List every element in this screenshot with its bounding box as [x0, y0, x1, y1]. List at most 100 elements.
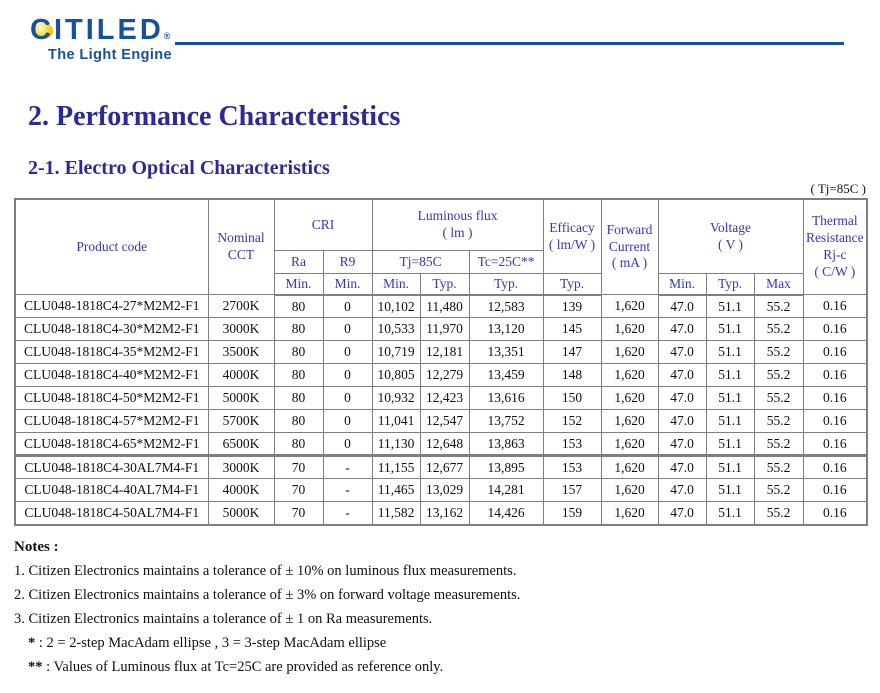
product-code-cell: CLU048-1818C4-30AL7M4-F1 — [14, 454, 209, 480]
star-marker: * — [28, 634, 36, 651]
col-header-nominal-cct: Nominal CCT — [207, 198, 275, 296]
value-cell: 51.1 — [705, 363, 755, 388]
col-header-tj85: Tj=85C — [371, 250, 470, 275]
value-cell: 13,162 — [419, 501, 470, 526]
value-cell: 55.2 — [753, 409, 804, 434]
value-cell: 0.16 — [802, 317, 868, 342]
value-cell: 0.16 — [802, 386, 868, 411]
value-cell: 11,582 — [371, 501, 421, 526]
value-cell: 5000K — [207, 386, 275, 411]
value-cell: 51.1 — [705, 501, 755, 526]
table-row: CLU048-1818C4-35*M2M2-F1 3500K 80 0 10,719 12… — [14, 340, 868, 365]
value-cell: 12,423 — [419, 386, 470, 411]
masthead: CITILED® The Light Engine — [0, 0, 880, 72]
value-cell: 1,620 — [600, 340, 659, 365]
value-cell: 51.1 — [705, 432, 755, 457]
product-code-cell: CLU048-1818C4-65*M2M2-F1 — [14, 432, 209, 457]
value-cell: 0.16 — [802, 363, 868, 388]
value-cell: 1,620 — [600, 478, 659, 503]
value-cell: 80 — [273, 432, 324, 457]
product-code-cell: CLU048-1818C4-35*M2M2-F1 — [14, 340, 209, 365]
subheader-flux-min: Min. — [371, 273, 421, 296]
col-header-forward-current: Forward Current ( mA ) — [600, 198, 659, 296]
value-cell: 80 — [273, 363, 324, 388]
product-code-cell: CLU048-1818C4-40*M2M2-F1 — [14, 363, 209, 388]
value-cell: 70 — [273, 454, 324, 480]
value-cell: 152 — [542, 409, 602, 434]
value-cell: 0.16 — [802, 340, 868, 365]
value-cell: 70 — [273, 478, 324, 503]
value-cell: 51.1 — [705, 454, 755, 480]
value-cell: 80 — [273, 294, 324, 319]
value-cell: 11,480 — [419, 294, 470, 319]
value-cell: 0.16 — [802, 432, 868, 457]
subheader-ra-min: Min. — [273, 273, 324, 296]
value-cell: 1,620 — [600, 294, 659, 319]
value-cell: 51.1 — [705, 478, 755, 503]
value-cell: 0 — [322, 294, 373, 319]
col-header-efficacy: Efficacy ( lm/W ) — [542, 198, 602, 275]
value-cell: 51.1 — [705, 386, 755, 411]
value-cell: 157 — [542, 478, 602, 503]
value-cell: 3000K — [207, 454, 275, 480]
note-3: 3. Citizen Electronics maintains a toler… — [14, 610, 433, 627]
value-cell: 12,547 — [419, 409, 470, 434]
value-cell: 3000K — [207, 317, 275, 342]
value-cell: 3500K — [207, 340, 275, 365]
value-cell: 47.0 — [657, 386, 707, 411]
value-cell: 13,120 — [468, 317, 544, 342]
value-cell: 5700K — [207, 409, 275, 434]
value-cell: 6500K — [207, 432, 275, 457]
value-cell: 13,351 — [468, 340, 544, 365]
table-row: CLU048-1818C4-27*M2M2-F1 2700K 80 0 10,102 11… — [14, 294, 868, 319]
value-cell: 47.0 — [657, 454, 707, 480]
col-header-luminous-flux: Luminous flux ( lm ) — [371, 198, 544, 252]
subheader-flux-typ: Typ. — [419, 273, 470, 296]
value-cell: 12,648 — [419, 432, 470, 457]
value-cell: 55.2 — [753, 478, 804, 503]
value-cell: 147 — [542, 340, 602, 365]
value-cell: 47.0 — [657, 363, 707, 388]
value-cell: 0 — [322, 363, 373, 388]
col-header-r9: R9 — [322, 250, 373, 275]
value-cell: 55.2 — [753, 294, 804, 319]
value-cell: 0.16 — [802, 409, 868, 434]
value-cell: 51.1 — [705, 294, 755, 319]
value-cell: 153 — [542, 454, 602, 480]
value-cell: 10,102 — [371, 294, 421, 319]
notes-section: Notes : 1. Citizen Electronics maintains… — [14, 539, 880, 676]
value-cell: 51.1 — [705, 340, 755, 365]
value-cell: 47.0 — [657, 478, 707, 503]
col-header-tc25: Tc=25C** — [468, 250, 544, 275]
value-cell: 47.0 — [657, 317, 707, 342]
value-cell: 5000K — [207, 501, 275, 526]
citiled-logo: CITILED® — [30, 16, 170, 45]
table-row: CLU048-1818C4-65*M2M2-F1 6500K 80 0 11,130 12… — [14, 432, 868, 457]
tj-condition-note: ( Tj=85C ) — [810, 180, 866, 196]
value-cell: 0 — [322, 386, 373, 411]
registered-mark: ® — [163, 31, 171, 41]
col-header-thermal-resistance: Thermal Resistance Rj-c ( C/W ) — [802, 198, 868, 296]
product-code-cell: CLU048-1818C4-57*M2M2-F1 — [14, 409, 209, 434]
value-cell: 148 — [542, 363, 602, 388]
value-cell: 12,583 — [468, 294, 544, 319]
value-cell: 11,130 — [371, 432, 421, 457]
value-cell: 12,279 — [419, 363, 470, 388]
value-cell: 1,620 — [600, 501, 659, 526]
value-cell: 80 — [273, 340, 324, 365]
table-row: CLU048-1818C4-50AL7M4-F1 5000K 70-11,582 13… — [14, 501, 868, 526]
value-cell: 13,029 — [419, 478, 470, 503]
subheader-efficacy-typ: Typ. — [542, 273, 602, 296]
col-header-voltage: Voltage ( V ) — [657, 198, 804, 275]
value-cell: 55.2 — [753, 317, 804, 342]
value-cell: 4000K — [207, 363, 275, 388]
value-cell: 0 — [322, 432, 373, 457]
value-cell: 1,620 — [600, 386, 659, 411]
col-header-cri: CRI — [273, 198, 373, 252]
subheader-tc-typ: Typ. — [468, 273, 544, 296]
col-header-product-code: Product code — [14, 198, 209, 296]
note-2: 2. Citizen Electronics maintains a toler… — [14, 586, 521, 603]
value-cell: 55.2 — [753, 386, 804, 411]
value-cell: 13,752 — [468, 409, 544, 434]
